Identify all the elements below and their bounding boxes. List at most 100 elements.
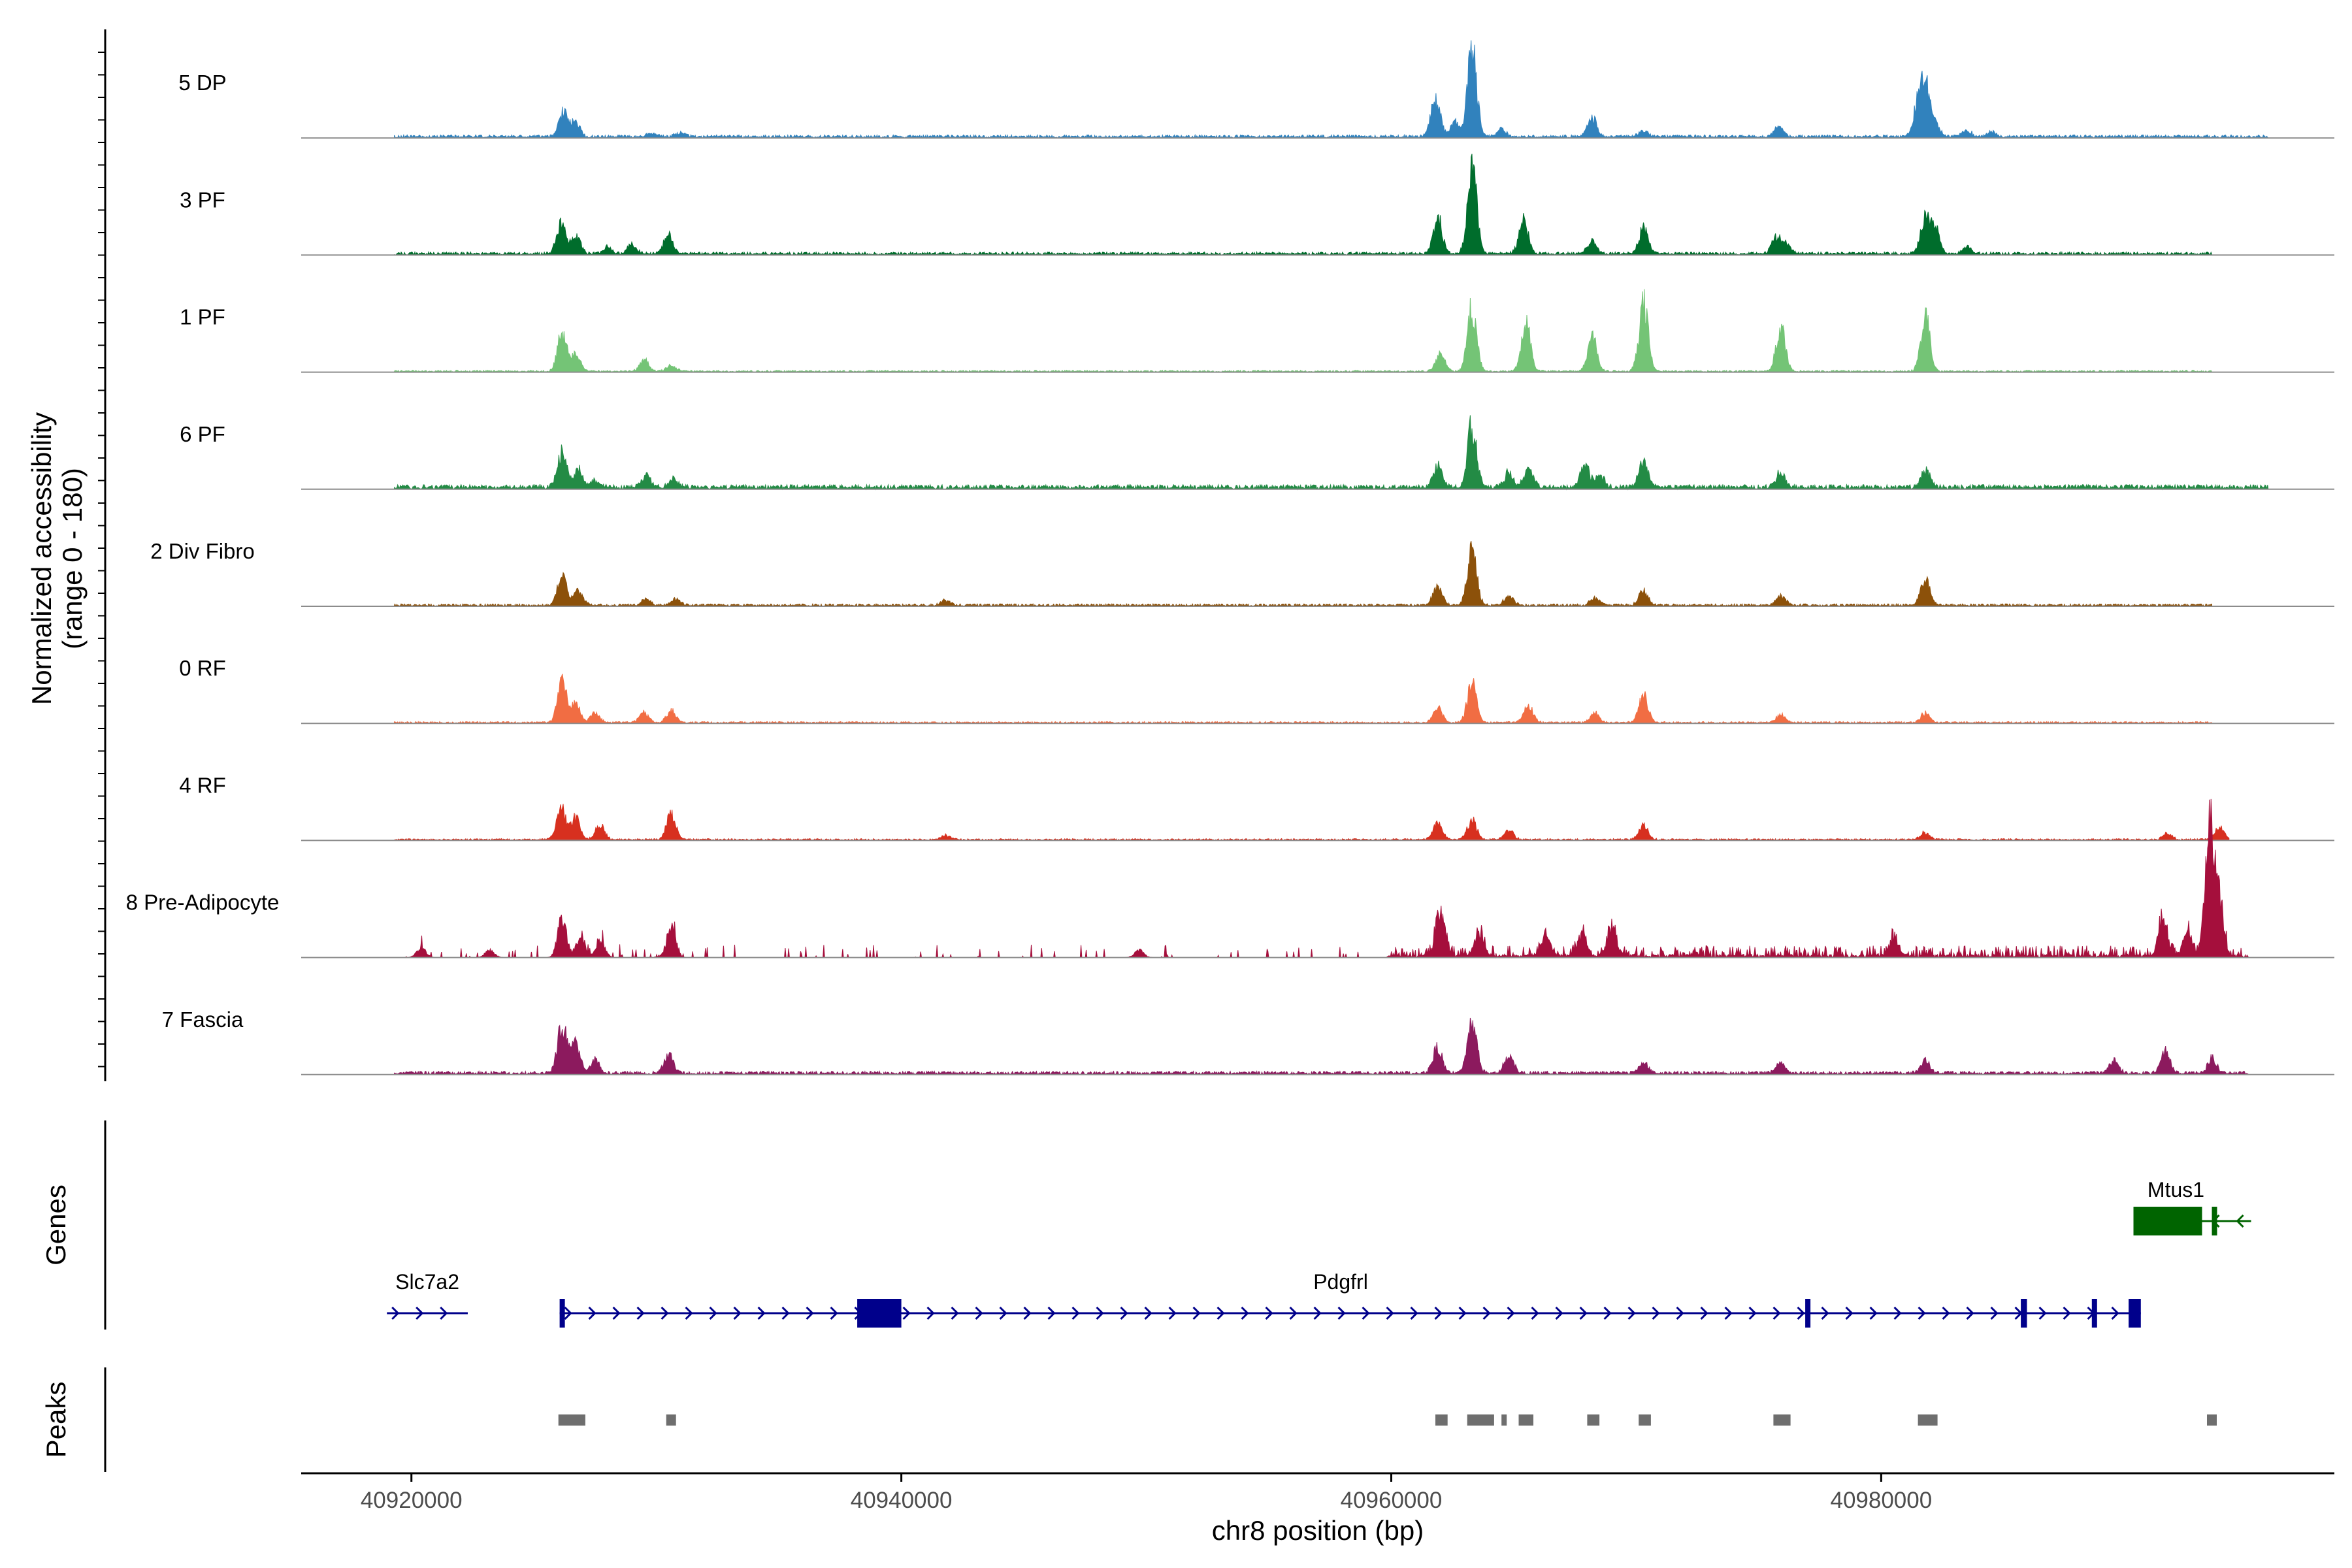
peak-region [1467,1414,1494,1426]
strand-chevron [1144,1306,1152,1320]
strand-chevron [612,1306,621,1320]
strand-chevron [1797,1306,1805,1320]
x-axis-ticks: 40920000 40940000 40960000 40980000 [361,1473,1932,1513]
coverage-area [394,541,2212,608]
gene-exon [1805,1299,1811,1328]
strand-chevron [1071,1306,1080,1320]
gene-exon [857,1299,902,1328]
strand-chevron [1531,1306,1539,1320]
gene-slc7a2: Slc7a2 [387,1270,468,1320]
track-4-rf: 4 RF [179,773,2334,841]
coverage-area [394,415,2269,491]
x-tick-label: 40960000 [1341,1488,1443,1513]
strand-chevron [440,1306,448,1320]
track-label: 2 Div Fibro [150,539,255,563]
strand-chevron [1458,1306,1467,1320]
peak-region [1518,1414,1533,1426]
track-label: 5 DP [178,71,226,95]
track-label: 0 RF [179,656,226,680]
track-5-dp: 5 DP [178,40,2334,139]
strand-chevron [1386,1306,1394,1320]
track-label: 3 PF [180,188,225,212]
strand-chevron [1724,1306,1733,1320]
coverage-area [394,804,2230,841]
strand-chevron [1627,1306,1636,1320]
strand-chevron [1772,1306,1781,1320]
strand-chevron [1555,1306,1563,1320]
peaks-track [558,1414,2217,1426]
strand-chevron [1410,1306,1418,1320]
gene-label: Slc7a2 [395,1270,459,1294]
coverage-y-ticks [98,52,105,1068]
strand-chevron [2063,1306,2071,1320]
strand-chevron [1579,1306,1588,1320]
coverage-tracks: 5 DP 3 PF 1 PF 6 PF 2 Div Fibro 0 RF 4 RF 8 Pre… [126,40,2334,1076]
strand-chevron [1289,1306,1298,1320]
strand-chevron [1362,1306,1370,1320]
strand-chevron [661,1306,669,1320]
strand-chevron [1990,1306,1999,1320]
strand-chevron [1313,1306,1322,1320]
x-tick-label: 40920000 [361,1488,463,1513]
strand-chevron [2038,1306,2047,1320]
coverage-y-label-line1: Normalized accessibility [26,412,57,705]
strand-chevron [757,1306,766,1320]
strand-chevron [1337,1306,1346,1320]
strand-chevron [999,1306,1007,1320]
track-label: 8 Pre-Adipocyte [126,890,280,915]
track-6-pf: 6 PF [180,415,2334,491]
gene-exon [2133,1207,2202,1235]
strand-chevron [1023,1306,1032,1320]
track-2-div-fibro: 2 Div Fibro [150,539,2334,608]
track-7-fascia: 7 Fascia [162,1007,2334,1076]
strand-chevron [2236,1214,2244,1228]
gene-label: Pdgfrl [1313,1270,1368,1294]
strand-chevron [1192,1306,1201,1320]
coverage-area [394,40,2270,139]
peak-region [1918,1414,1938,1426]
strand-chevron [1434,1306,1443,1320]
strand-chevron [1700,1306,1708,1320]
strand-chevron [781,1306,790,1320]
track-label: 7 Fascia [162,1007,244,1032]
strand-chevron [733,1306,742,1320]
strand-chevron [975,1306,983,1320]
strand-chevron [1507,1306,1515,1320]
peak-region [666,1414,676,1426]
strand-chevron [1265,1306,1273,1320]
strand-chevron [902,1306,911,1320]
strand-chevron [1652,1306,1660,1320]
peak-region [1587,1414,1600,1426]
strand-chevron [1821,1306,1829,1320]
x-tick-label: 40980000 [1830,1488,1932,1513]
strand-chevron [1748,1306,1757,1320]
peak-region [1639,1414,1651,1426]
gene-exon [2021,1299,2027,1328]
strand-chevron [806,1306,814,1320]
coverage-area [394,1017,2250,1076]
genes-track: Slc7a2 Pdgfrl Mtus1 [387,1178,2251,1328]
gene-exon [2129,1299,2141,1328]
gene-exon [2091,1299,2097,1328]
strand-chevron [830,1306,838,1320]
gene-mtus1: Mtus1 [2133,1178,2251,1235]
peak-region [1435,1414,1448,1426]
strand-chevron [564,1306,572,1320]
strand-chevron [1603,1306,1612,1320]
peaks-y-label: Peaks [41,1382,71,1458]
coverage-area [394,674,2212,725]
strand-chevron [1168,1306,1177,1320]
strand-chevron [2111,1306,2119,1320]
peak-region [1773,1414,1791,1426]
strand-chevron [1966,1306,1974,1320]
strand-chevron [1918,1306,1926,1320]
track-1-pf: 1 PF [180,289,2334,373]
strand-chevron [1120,1306,1128,1320]
track-label: 4 RF [179,773,226,797]
coverage-area [394,154,2212,257]
strand-chevron [1047,1306,1056,1320]
strand-chevron [1482,1306,1491,1320]
gene-pdgfrl: Pdgfrl [559,1270,2141,1328]
strand-chevron [951,1306,959,1320]
strand-chevron [709,1306,717,1320]
